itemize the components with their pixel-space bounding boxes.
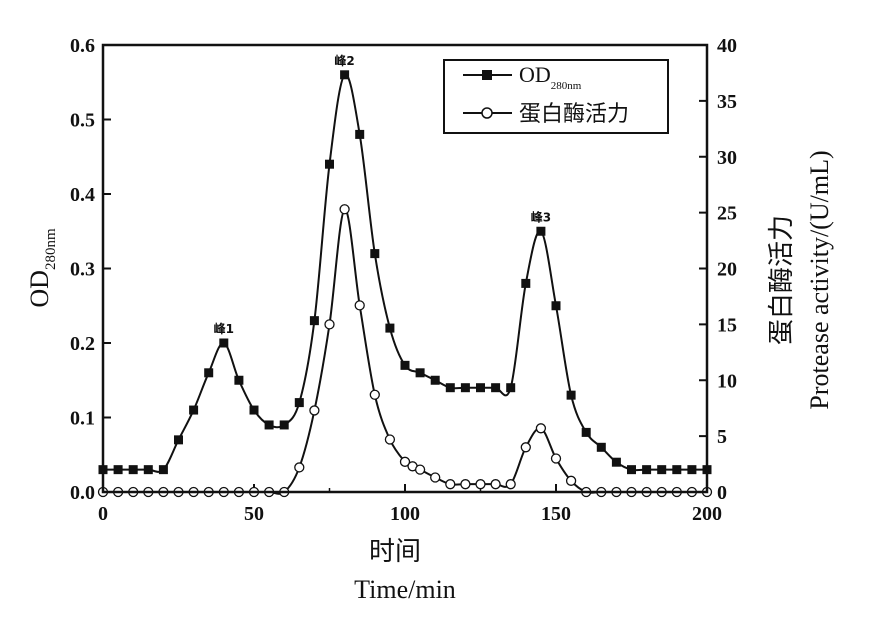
y-right-tick-label: 5 — [717, 426, 727, 448]
od-point — [174, 435, 183, 445]
od-point — [415, 368, 425, 378]
x-axis-title-cn: 时间 — [369, 537, 421, 566]
activity-point — [565, 475, 577, 486]
od-point — [476, 383, 485, 393]
peak-label: 峰2 — [334, 53, 354, 68]
activity-point — [535, 423, 547, 434]
y-left-tick-label: 0.4 — [70, 184, 95, 206]
y-right-tick-label: 35 — [717, 91, 737, 113]
od-point — [370, 249, 380, 259]
legend: OD280nm 蛋白酶活力 — [443, 59, 669, 134]
y-right-axis-title-en: Protease activity/(U/mL) — [805, 150, 834, 409]
od-point — [536, 226, 546, 236]
activity-point — [475, 479, 486, 490]
od-point — [279, 420, 289, 430]
od-point — [642, 465, 652, 475]
od-point — [566, 390, 576, 400]
y-right-tick-label: 25 — [717, 203, 737, 225]
y-right-tick-label: 15 — [717, 314, 737, 336]
activity-point — [520, 442, 531, 453]
y-left-tick-label: 0.0 — [70, 482, 95, 504]
activity-point — [460, 479, 471, 490]
od-point — [249, 405, 259, 415]
od-point — [687, 465, 697, 475]
od-point — [627, 465, 636, 475]
legend-od-marker — [482, 70, 492, 80]
y-right-tick-label: 30 — [717, 147, 737, 169]
od-point — [158, 465, 168, 475]
od-point — [596, 442, 606, 452]
activity-point — [505, 479, 516, 490]
y-right-tick-label: 40 — [717, 35, 737, 57]
legend-od-label: OD280nm — [519, 62, 582, 92]
y-right-axis-title-cn: 蛋白酶活力 — [767, 215, 796, 345]
activity-point — [339, 204, 350, 215]
y-right-tick-label: 10 — [717, 370, 737, 392]
od-point — [672, 465, 682, 475]
od-point — [445, 383, 455, 393]
activity-point — [354, 300, 365, 311]
x-tick-label: 100 — [390, 503, 420, 525]
legend-activity-label: 蛋白酶活力 — [519, 101, 629, 126]
od-point — [143, 465, 153, 475]
activity-point — [294, 462, 305, 473]
y-right-tick-label: 0 — [717, 482, 727, 504]
od-point — [204, 368, 214, 378]
peak-annotations: 峰1 峰2 峰3 — [214, 53, 551, 336]
activity-point — [384, 434, 396, 445]
y-left-tick-label: 0.3 — [70, 259, 95, 281]
tick-label-layer: 0 50 100 150 200 0.0 0.1 0.2 0.3 0.4 0.5 0.6 0 5 10 15 2… — [70, 35, 737, 525]
od-point — [521, 278, 531, 288]
od-point — [234, 375, 244, 385]
od-point — [611, 457, 621, 467]
activity-point — [550, 453, 562, 464]
y-left-tick-label: 0.1 — [70, 408, 95, 430]
plot-frame — [101, 43, 709, 494]
series-line-1 — [102, 208, 707, 495]
activity-point — [369, 389, 380, 400]
od-point — [325, 159, 334, 169]
od-point — [189, 405, 199, 415]
x-tick-label: 0 — [98, 503, 108, 525]
od-point — [581, 427, 591, 437]
od-point — [264, 420, 274, 430]
activity-point — [445, 479, 456, 490]
od-point — [294, 398, 304, 408]
od-point — [355, 129, 365, 139]
od-point — [385, 323, 395, 333]
y-left-tick-label: 0.6 — [70, 35, 95, 57]
od-point — [491, 383, 501, 393]
activity-point — [414, 464, 426, 475]
y-left-axis-title: OD280nm — [25, 228, 59, 308]
y-left-tick-label: 0.2 — [70, 333, 95, 355]
activity-point — [399, 456, 411, 467]
y-left-tick-label: 0.5 — [70, 110, 95, 132]
legend-box — [443, 59, 669, 134]
od-point — [340, 70, 350, 80]
peak-label: 峰3 — [531, 209, 551, 224]
od-point — [113, 465, 123, 475]
peak-label: 峰1 — [214, 321, 234, 336]
x-tick-label: 50 — [244, 503, 264, 525]
activity-point — [309, 405, 320, 416]
od-point — [657, 465, 667, 475]
od-point — [430, 375, 440, 385]
od-point — [551, 301, 561, 311]
series-layer — [97, 70, 713, 498]
y-right-tick-label: 20 — [717, 259, 737, 281]
x-tick-label: 150 — [541, 503, 571, 525]
od-point — [309, 316, 319, 326]
od-point — [219, 338, 229, 348]
x-axis-title-en: Time/min — [354, 575, 456, 604]
x-tick-label: 200 — [692, 503, 722, 525]
od-point — [128, 465, 138, 475]
od-point — [506, 383, 516, 393]
od-point — [400, 360, 410, 370]
activity-point — [430, 472, 441, 483]
activity-point — [324, 319, 335, 330]
od-point — [460, 383, 470, 393]
activity-point — [490, 479, 501, 490]
legend-activity-marker — [481, 107, 493, 119]
